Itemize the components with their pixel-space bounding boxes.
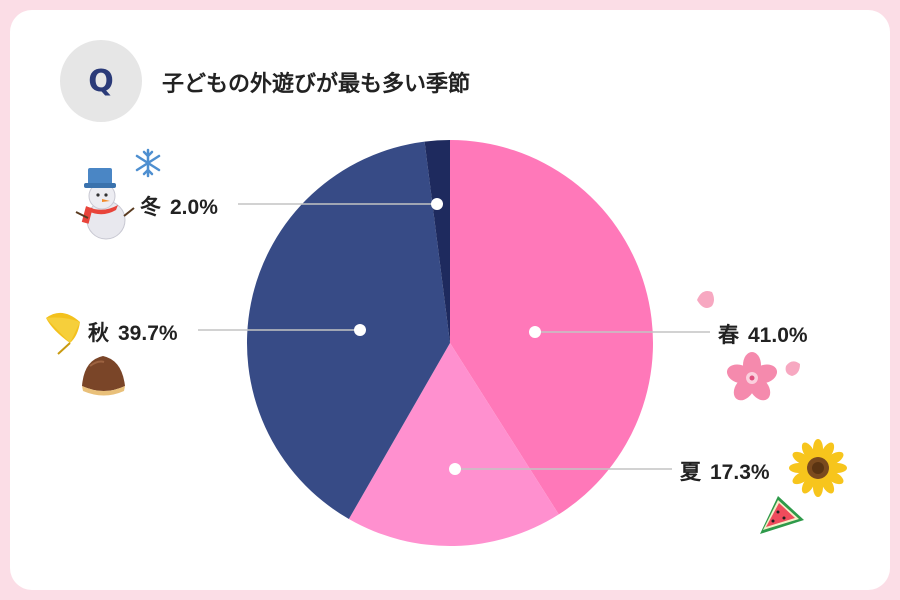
- watermelon-icon: [760, 496, 804, 534]
- slice-category-label: 冬: [140, 195, 161, 219]
- slice-category-label: 夏: [680, 460, 702, 484]
- sunflower-icon: [789, 439, 847, 497]
- snowman-icon: [75, 168, 135, 240]
- snowflake-icon: [135, 148, 161, 178]
- sakura-petal-icon: [697, 291, 800, 376]
- question-badge: Q: [60, 40, 142, 122]
- chart-title: 子どもの外遊びが最も多い季節: [162, 72, 471, 97]
- slice-category-label: 秋: [88, 321, 110, 345]
- slice-value-label: 17.3%: [710, 461, 770, 484]
- pie-slice: [424, 140, 450, 343]
- slice-category-label: 春: [718, 323, 740, 347]
- sakura-flower-icon: [726, 352, 778, 401]
- pie-slice: [348, 343, 559, 547]
- pie-slice: [450, 140, 653, 515]
- ginkgo-leaf-icon: [46, 312, 80, 355]
- leader-dot: [354, 324, 366, 336]
- leader-dot: [431, 198, 443, 210]
- leader-dot: [449, 463, 461, 475]
- question-badge-label: Q: [88, 63, 114, 99]
- leader-dot: [529, 326, 541, 338]
- slice-value-label: 41.0%: [748, 324, 808, 347]
- slice-value-label: 2.0%: [170, 196, 218, 219]
- chestnut-icon: [82, 356, 125, 396]
- slice-value-label: 39.7%: [118, 322, 178, 345]
